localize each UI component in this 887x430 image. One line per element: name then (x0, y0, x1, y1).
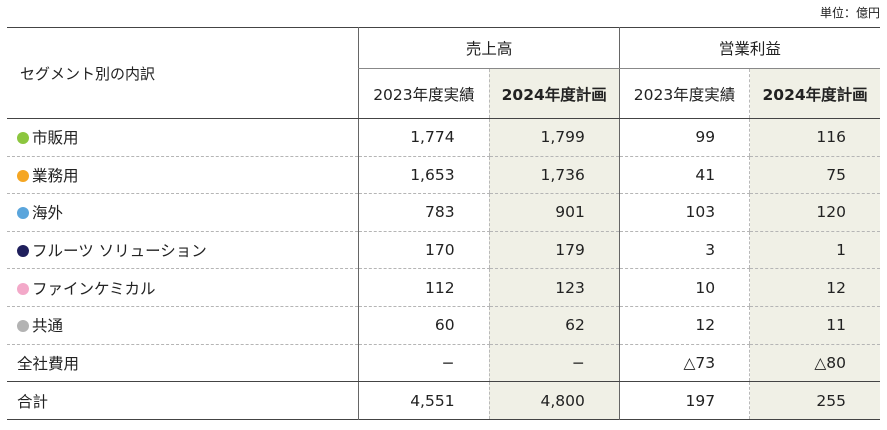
table-row: 海外 783 901 103 120 (7, 193, 880, 232)
table-row: 全社費用 − − △73 △80 (7, 344, 880, 383)
sales-2024-value: − (488, 344, 620, 383)
segment-label: 海外 (32, 204, 64, 223)
total-profit-2024-value: 255 (749, 381, 880, 420)
segment-label: 業務用 (32, 166, 79, 185)
table-row: 業務用 1,653 1,736 41 75 (7, 156, 880, 195)
table-row: フルーツ ソリューション 170 179 3 1 (7, 231, 880, 270)
segment-color-dot-icon (17, 207, 29, 220)
segment-label: 全社費用 (17, 354, 80, 373)
segment-label-cell: フルーツ ソリューション (7, 231, 359, 270)
profit-2024-plan-header: 2024年度計画 (749, 68, 880, 119)
segment-color-dot-icon (17, 132, 29, 145)
segment-label-cell: ファインケミカル (7, 268, 359, 307)
sales-2023-actual-header: 2023年度実績 (358, 68, 490, 119)
unit-label: 単位：億円 (819, 6, 880, 20)
sales-2023-value: 170 (358, 231, 490, 270)
segment-color-dot-icon (17, 320, 29, 333)
profit-2023-value: 99 (618, 118, 750, 157)
total-sales-2023-value: 4,551 (358, 381, 490, 420)
segment-label: フルーツ ソリューション (32, 242, 207, 261)
table-row: ファインケミカル 112 123 10 12 (7, 268, 880, 307)
sales-2024-value: 179 (488, 231, 620, 270)
profit-2023-value: △73 (618, 344, 750, 383)
sales-2023-value: 1,774 (358, 118, 490, 157)
segment-label: 共通 (32, 317, 64, 336)
segment-breakdown-table: セグメント別の内訳 売上高 営業利益 2023年度実績 2024年度計画 202… (7, 27, 880, 421)
sales-2024-plan-header: 2024年度計画 (488, 68, 620, 119)
table-row: 共通 60 62 12 11 (7, 306, 880, 345)
segment-color-dot-icon (17, 282, 29, 295)
segment-label: ファインケミカル (32, 279, 156, 298)
operating-profit-group-header: 営業利益 (618, 27, 880, 69)
segment-column-header: セグメント別の内訳 (7, 27, 359, 119)
sales-2023-value: 112 (358, 268, 490, 307)
sales-group-header: 売上高 (358, 27, 620, 69)
profit-2023-value: 12 (618, 306, 750, 345)
profit-2024-value: 1 (749, 231, 880, 270)
profit-2024-value: 120 (749, 193, 880, 232)
segment-color-dot-icon (17, 169, 29, 182)
profit-2023-value: 103 (618, 193, 750, 232)
segment-label-cell: 業務用 (7, 156, 359, 195)
sales-2023-value: 1,653 (358, 156, 490, 195)
sales-2023-value: 60 (358, 306, 490, 345)
sales-2024-value: 62 (488, 306, 620, 345)
profit-2024-value: 11 (749, 306, 880, 345)
table-row: 市販用 1,774 1,799 99 116 (7, 118, 880, 157)
profit-2024-value: 12 (749, 268, 880, 307)
profit-2023-value: 41 (618, 156, 750, 195)
total-sales-2024-value: 4,800 (488, 381, 620, 420)
profit-2023-value: 10 (618, 268, 750, 307)
sales-2024-value: 1,799 (488, 118, 620, 157)
profit-2024-value: 116 (749, 118, 880, 157)
profit-2024-value: 75 (749, 156, 880, 195)
total-row: 合計 4,551 4,800 197 255 (7, 381, 880, 420)
sales-2024-value: 1,736 (488, 156, 620, 195)
profit-2023-value: 3 (618, 231, 750, 270)
segment-label-cell: 全社費用 (7, 344, 359, 383)
segment-label: 市販用 (32, 129, 79, 148)
total-profit-2023-value: 197 (618, 381, 750, 420)
segment-label-cell: 共通 (7, 306, 359, 345)
sales-2024-value: 901 (488, 193, 620, 232)
profit-2023-actual-header: 2023年度実績 (618, 68, 750, 119)
total-label: 合計 (17, 392, 49, 411)
sales-2024-value: 123 (488, 268, 620, 307)
segment-label-cell: 海外 (7, 193, 359, 232)
segment-label-cell: 市販用 (7, 118, 359, 157)
sales-2023-value: 783 (358, 193, 490, 232)
segment-color-dot-icon (17, 245, 29, 258)
profit-2024-value: △80 (749, 344, 880, 383)
sales-2023-value: − (358, 344, 490, 383)
